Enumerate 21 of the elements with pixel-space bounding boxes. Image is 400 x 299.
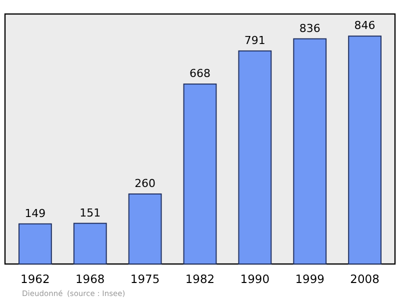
bar: [128, 193, 162, 264]
bar: [293, 38, 327, 264]
data-label: 791: [244, 34, 266, 47]
x-tick-label: 1990: [240, 272, 270, 286]
bar: [348, 36, 382, 264]
data-label: 668: [190, 67, 210, 80]
data-label: 151: [80, 206, 101, 220]
bar: [238, 50, 272, 264]
data-label: 149: [24, 206, 46, 220]
x-tick-label: 1975: [130, 272, 160, 286]
x-tick-label: 1999: [295, 272, 325, 286]
data-label: 260: [134, 176, 156, 190]
bar: [73, 222, 107, 264]
x-tick-label: 1962: [20, 272, 50, 286]
x-tick-label: 1982: [185, 272, 215, 286]
bar: [183, 84, 217, 264]
x-tick-label: 1968: [75, 272, 105, 286]
x-tick-label: 2008: [350, 272, 380, 286]
data-label: 846: [354, 19, 376, 32]
bar: [18, 223, 52, 264]
data-label: 836: [299, 22, 320, 35]
